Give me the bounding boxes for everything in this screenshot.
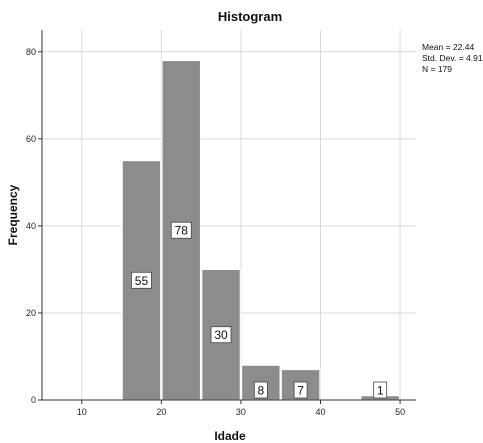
statistics-box: Mean = 22.44 Std. Dev. = 4.915 N = 179: [422, 42, 483, 74]
y-axis-label: Frequency: [6, 184, 20, 245]
data-label: 7: [297, 384, 304, 398]
data-label: 78: [175, 224, 189, 238]
x-tick-label: 50: [395, 407, 405, 417]
y-tick-label: 40: [26, 221, 36, 231]
data-label-box: [170, 221, 192, 239]
x-tick-label: 40: [316, 407, 326, 417]
x-axis-label: Idade: [214, 429, 246, 443]
x-tick-label: 20: [156, 407, 166, 417]
stat-std-dev: Std. Dev. = 4.915: [422, 53, 483, 63]
data-label: 55: [135, 274, 149, 288]
x-tick-label: 10: [77, 407, 87, 417]
x-tick-label: 30: [236, 407, 246, 417]
data-label-box: [373, 381, 388, 399]
data-label-box: [293, 381, 308, 399]
chart-title: Histogram: [218, 9, 282, 24]
y-tick-label: 0: [31, 395, 36, 405]
data-label: 1: [377, 384, 384, 398]
data-label: 8: [257, 384, 264, 398]
data-label-box: [253, 381, 268, 399]
y-tick-label: 20: [26, 308, 36, 318]
y-tick-label: 60: [26, 134, 36, 144]
data-label-box: [210, 326, 232, 344]
data-label: 30: [214, 328, 228, 342]
axes: 0 20 40 60 80 10 20 30 40 50: [26, 30, 416, 417]
y-tick-label: 80: [26, 47, 36, 57]
stat-mean: Mean = 22.44: [422, 42, 474, 52]
stat-n: N = 179: [422, 64, 452, 74]
data-label-box: [131, 271, 152, 289]
bars: 55 78 30 8 7 1: [121, 59, 401, 401]
